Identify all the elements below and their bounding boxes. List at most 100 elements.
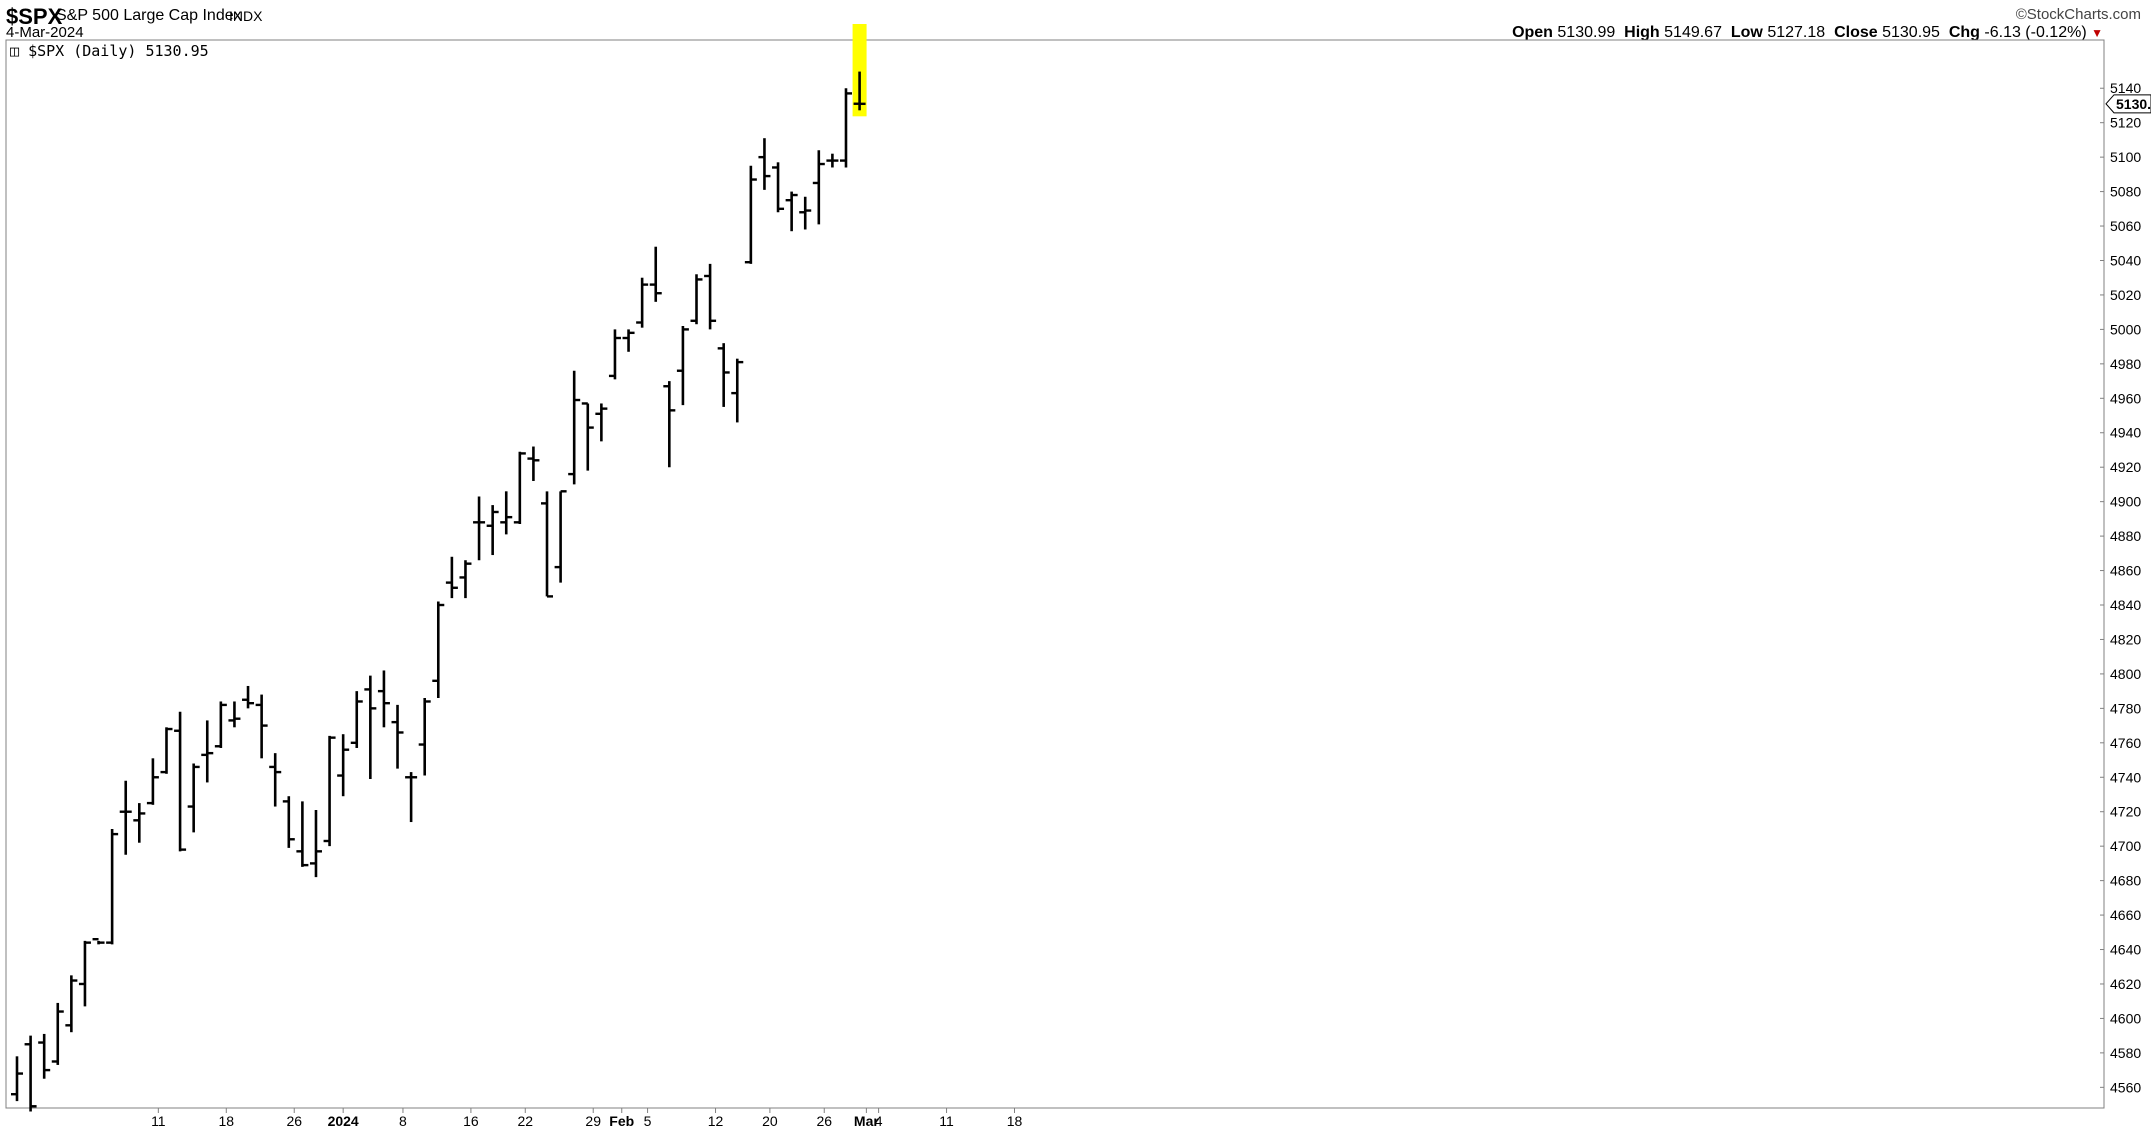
ohlc-bar: [78, 940, 91, 1007]
ohlc-bar: [65, 975, 78, 1033]
ohlc-bar: [228, 701, 241, 728]
ohlc-bar: [174, 711, 187, 852]
y-tick-label: 4700: [2110, 838, 2141, 854]
ohlc-bar: [853, 71, 866, 111]
change-label: Chg: [1948, 24, 1980, 41]
ohlc-bar: [690, 274, 703, 325]
ohlc-bar: [731, 358, 744, 423]
low-value: 5127.18: [1767, 24, 1826, 41]
ohlc-bar: [377, 670, 390, 728]
ohlc-bar: [445, 556, 458, 599]
y-tick-label: 4900: [2110, 494, 2141, 510]
y-tick-label: 5060: [2110, 218, 2141, 234]
ohlc-bar: [160, 727, 173, 774]
x-tick-label: 18: [1007, 1113, 1023, 1129]
ohlc-bar: [187, 763, 200, 833]
price-tag-text: 5130.9: [2116, 96, 2151, 112]
y-tick-label: 4960: [2110, 390, 2141, 406]
high-value: 5149.67: [1664, 24, 1722, 41]
x-tick-label: 26: [286, 1113, 302, 1129]
ohlc-bar: [51, 1002, 64, 1065]
ohlc-bar: [839, 88, 852, 168]
x-tick-label: 18: [218, 1113, 234, 1129]
ohlc-bar: [24, 1035, 37, 1112]
y-tick-label: 4740: [2110, 769, 2141, 785]
y-axis: 4560 4580 4600 4620 4640 4660 4680 4700 4720 4740…: [2100, 80, 2141, 1095]
ohlc-bar: [323, 735, 336, 847]
ohlc-bar: [337, 734, 350, 797]
high-label: High: [1624, 24, 1660, 41]
ticker-symbol: $SPX: [6, 4, 63, 29]
ohlc-bar: [541, 491, 554, 598]
x-tick-label: Mar: [854, 1113, 879, 1129]
y-tick-label: 5000: [2110, 321, 2141, 337]
y-tick-label: 5120: [2110, 115, 2141, 131]
ohlc-bar: [744, 165, 757, 264]
ohlc-bar: [269, 753, 282, 807]
y-tick-label: 4840: [2110, 597, 2141, 613]
ohlc-bar: [554, 490, 567, 583]
ohlc-bar: [663, 381, 676, 468]
ohlc-bar: [391, 704, 404, 769]
ohlc-bar: [296, 801, 309, 867]
open-label: Open: [1512, 24, 1553, 41]
x-tick-label: 20: [762, 1113, 778, 1129]
y-tick-label: 4620: [2110, 976, 2141, 992]
ohlc-bar: [772, 162, 785, 213]
ohlc-bar: [459, 560, 472, 599]
ohlc-bar: [146, 758, 159, 805]
open-value: 5130.99: [1557, 24, 1616, 41]
ohlc-bar: [799, 196, 812, 230]
x-tick-label: 22: [517, 1113, 533, 1129]
ohlc-bar: [622, 329, 635, 352]
x-tick-label: 2024: [328, 1113, 359, 1129]
ohlc-bar: [717, 343, 730, 407]
highlight-box: [852, 24, 867, 117]
y-tick-label: 4860: [2110, 563, 2141, 579]
ohlc-bar: [432, 601, 445, 699]
y-tick-label: 4640: [2110, 942, 2141, 958]
ohlc-bar: [364, 675, 377, 779]
chart-frame: [5, 39, 2105, 1109]
ohlc-bar: [636, 277, 649, 328]
x-tick-label: 29: [585, 1113, 601, 1129]
y-tick-label: 5140: [2110, 80, 2141, 96]
ohlc-bar: [92, 937, 105, 945]
y-tick-label: 4680: [2110, 873, 2141, 889]
x-tick-label: 4: [875, 1113, 883, 1129]
ohlc-bar: [649, 246, 662, 302]
down-arrow-icon: ▼: [2091, 26, 2103, 40]
last-bar-highlight: [852, 24, 867, 117]
x-tick-label: 5: [644, 1113, 652, 1129]
y-tick-label: 4720: [2110, 804, 2141, 820]
ohlc-bar: [595, 403, 608, 442]
ohlc-bar: [676, 325, 689, 406]
close-label: Close: [1834, 24, 1878, 41]
ohlc-bar: [826, 153, 839, 168]
ohlc-bar: [500, 491, 513, 535]
low-label: Low: [1730, 24, 1763, 41]
ohlc-bar: [758, 138, 771, 190]
y-tick-label: 4820: [2110, 631, 2141, 647]
ohlc-bar: [255, 694, 268, 759]
series-legend: ◫ $SPX (Daily) 5130.95: [10, 42, 209, 60]
y-tick-label: 5080: [2110, 184, 2141, 200]
ohlc-bar: [133, 803, 146, 843]
ohlc-bar: [527, 446, 540, 481]
x-tick-label: 12: [708, 1113, 724, 1129]
y-tick-label: 5100: [2110, 149, 2141, 165]
x-tick-label: Feb: [609, 1113, 634, 1129]
ohlc-bar: [242, 685, 255, 709]
ohlc-bar: [812, 150, 825, 225]
ohlc-bars: [11, 71, 866, 1112]
ohlc-bar: [201, 720, 214, 783]
close-value: 5130.95: [1882, 24, 1940, 41]
stockcharts-watermark: ©StockCharts.com: [2015, 6, 2141, 23]
ohlc-bar: [11, 1056, 23, 1102]
ohlc-bar: [106, 828, 119, 945]
y-tick-label: 4600: [2110, 1010, 2141, 1026]
bar-chart-icon: ◫: [10, 42, 20, 60]
y-tick-label: 4800: [2110, 666, 2141, 682]
